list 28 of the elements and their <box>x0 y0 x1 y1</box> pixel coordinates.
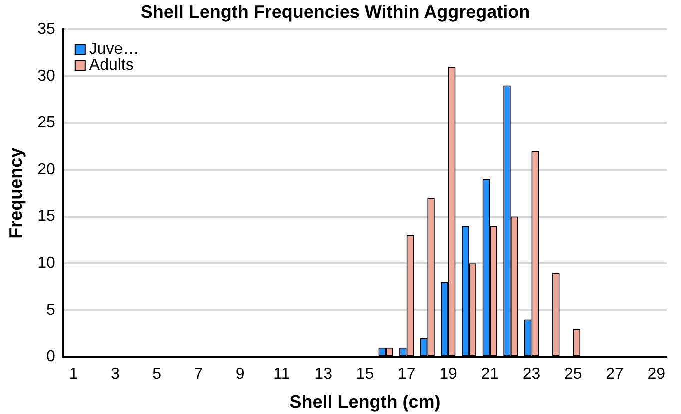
x-tick-label: 1 <box>69 366 78 384</box>
chart-title: Shell Length Frequencies Within Aggregation <box>140 2 530 22</box>
y-tick-label: 5 <box>46 302 56 319</box>
y-tick-label: 25 <box>38 114 56 132</box>
x-tick-label: 25 <box>564 366 582 384</box>
x-tick-label: 11 <box>274 366 290 384</box>
y-tick-label: 15 <box>38 208 56 226</box>
y-axis-title: Frequency <box>6 148 26 239</box>
x-axis-title: Shell Length (cm) <box>290 392 441 412</box>
x-tick-label: 21 <box>481 366 500 384</box>
x-tick-label: 27 <box>606 366 624 384</box>
x-tick-label: 17 <box>398 366 416 384</box>
x-tick-label: 23 <box>522 366 541 384</box>
x-tick-label: 9 <box>236 366 245 384</box>
legend-label: Juve… <box>89 41 140 58</box>
x-tick-label: 7 <box>194 366 204 384</box>
y-tick-label: 35 <box>38 21 56 38</box>
y-tick-label: 30 <box>38 68 56 85</box>
y-tick-label: 0 <box>46 348 56 366</box>
x-tick-label: 13 <box>314 366 333 384</box>
y-tick-label: 10 <box>38 255 56 272</box>
x-tick-label: 3 <box>110 366 120 384</box>
y-tick-label: 20 <box>38 161 56 178</box>
x-tick-label: 19 <box>440 366 458 384</box>
x-tick-label: 29 <box>648 366 666 384</box>
x-tick-label: 15 <box>356 366 374 384</box>
legend-label: Adults <box>89 57 134 74</box>
x-tick-label: 5 <box>152 366 162 384</box>
